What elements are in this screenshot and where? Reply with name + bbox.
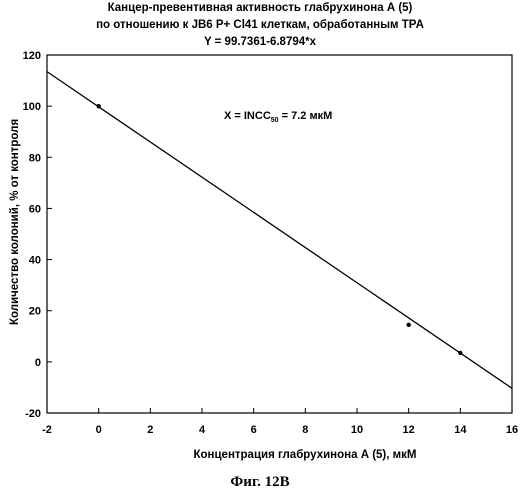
annotation-suffix: = 7.2 мкМ	[279, 110, 333, 122]
x-tick-label: 8	[302, 424, 308, 436]
y-tick-label: 0	[35, 357, 41, 369]
y-tick-label: 60	[29, 203, 41, 215]
x-tick-label: 4	[199, 424, 206, 436]
inc50-annotation: X = INCC50 = 7.2 мкМ	[224, 110, 332, 124]
x-tick-label: 10	[351, 424, 363, 436]
x-axis-label: Концентрация глабрухинона А (5), мкМ	[100, 449, 510, 461]
y-tick-label: -20	[25, 408, 41, 420]
y-tick-label: 120	[23, 50, 41, 62]
x-tick-label: 0	[96, 424, 102, 436]
annotation-subscript: 50	[271, 117, 279, 124]
x-tick-label: 6	[251, 424, 257, 436]
x-tick-label: 2	[147, 424, 153, 436]
figure-caption: Фиг. 12В	[0, 474, 520, 491]
y-axis-label: Количество колоний, % от контроля	[9, 125, 21, 325]
x-tick-label: 14	[454, 424, 467, 436]
y-tick-label: 40	[29, 255, 41, 267]
data-point	[458, 351, 462, 355]
data-point	[96, 104, 100, 108]
y-tick-label: 100	[23, 101, 41, 113]
y-tick-label: 20	[29, 306, 41, 318]
plot-frame	[47, 55, 512, 413]
x-tick-label: 12	[403, 424, 415, 436]
x-tick-label: 16	[506, 424, 518, 436]
y-tick-label: 80	[29, 152, 41, 164]
x-tick-label: -2	[42, 424, 52, 436]
annotation-prefix: X = INCC	[224, 110, 271, 122]
data-point	[406, 323, 410, 327]
